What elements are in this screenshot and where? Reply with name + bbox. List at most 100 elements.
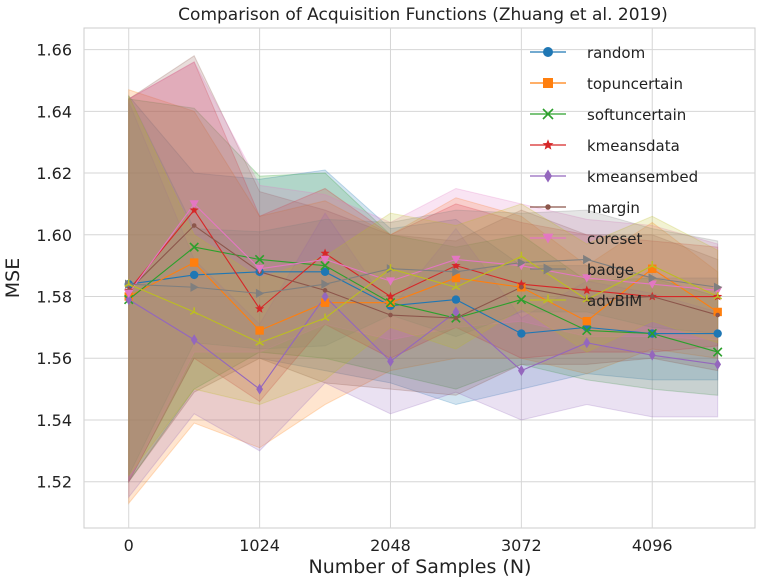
point-coreset	[451, 255, 461, 265]
point-topuncertain	[451, 273, 461, 283]
point-kmeansdata	[320, 248, 330, 258]
point-kmeansdata	[189, 205, 199, 215]
point-badge	[321, 279, 330, 289]
legend-label-coreset: coreset	[587, 230, 643, 248]
x-axis-ticks: 0 1024 2048 3072 4096	[124, 536, 673, 555]
point-margin	[388, 312, 393, 318]
point-kmeansembed	[452, 306, 460, 318]
point-advBIM	[647, 261, 657, 269]
point-random	[320, 267, 330, 277]
point-margin	[191, 223, 197, 228]
line-badge	[128, 258, 718, 294]
band-kmeansdata	[128, 61, 719, 482]
legend-marker-margin	[545, 204, 551, 210]
point-badge	[255, 288, 265, 299]
point-softuncertain	[254, 254, 265, 265]
y-tick-label: 1.58	[36, 288, 72, 307]
point-margin	[453, 315, 459, 321]
legend-label-margin: margin	[587, 199, 640, 217]
x-tick-label: 2048	[370, 536, 411, 555]
point-coreset	[124, 289, 134, 299]
band-advBIM	[128, 95, 719, 478]
point-random	[517, 329, 526, 338]
point-coreset	[647, 280, 657, 289]
line-softuncertain	[128, 246, 718, 353]
y-tick-label: 1.60	[36, 226, 72, 245]
point-kmeansdata	[582, 285, 592, 295]
point-margin	[322, 288, 328, 293]
point-kmeansembed	[583, 337, 591, 349]
line-topuncertain	[128, 261, 718, 332]
point-badge	[713, 282, 723, 292]
point-softuncertain	[385, 297, 396, 308]
point-kmeansembed	[648, 349, 656, 361]
point-badge	[452, 267, 461, 277]
y-tick-label: 1.62	[36, 164, 72, 183]
legend-marker-coreset	[542, 233, 554, 244]
point-random	[189, 270, 199, 280]
legend-label-softuncertain: softuncertain	[587, 106, 686, 124]
point-random	[713, 329, 722, 338]
point-advBIM	[451, 282, 461, 291]
band-topuncertain	[128, 89, 719, 505]
legend-marker-random	[543, 47, 553, 57]
point-random	[451, 295, 461, 304]
legend-label-badge: badge	[587, 261, 634, 279]
point-advBIM	[386, 264, 395, 272]
y-tick-label: 1.52	[36, 473, 72, 492]
y-axis-ticks: 1.52 1.54 1.56 1.58 1.60 1.62 1.64 1.66	[36, 41, 72, 492]
point-coreset	[385, 277, 396, 286]
point-kmeansdata	[255, 304, 265, 313]
point-kmeansdata	[516, 279, 526, 289]
legend-marker-topuncertain	[543, 78, 553, 88]
point-topuncertain	[713, 307, 722, 317]
point-advBIM	[255, 338, 265, 346]
point-margin	[519, 284, 524, 290]
legend-marker-badge	[543, 263, 554, 275]
x-tick-label: 3072	[501, 536, 542, 555]
point-advBIM	[516, 251, 526, 260]
point-softuncertain	[516, 294, 527, 305]
point-topuncertain	[582, 317, 592, 326]
confidence-bands	[128, 55, 719, 505]
point-badge	[190, 282, 199, 292]
point-softuncertain	[647, 328, 658, 339]
point-coreset	[189, 200, 199, 209]
legend-label-kmeansdata: kmeansdata	[587, 137, 680, 155]
x-axis-label: Number of Samples (N)	[309, 556, 532, 578]
x-tick-label: 0	[124, 536, 134, 555]
point-kmeansdata	[385, 291, 396, 301]
legend-label-advBIM: advBIM	[587, 292, 642, 310]
series-markers	[123, 200, 723, 395]
point-kmeansdata	[451, 260, 461, 270]
point-advBIM	[713, 291, 723, 300]
point-advBIM	[124, 279, 134, 288]
point-badge	[583, 254, 592, 265]
legend-marker-softuncertain	[542, 108, 554, 120]
legend-label-topuncertain: topuncertain	[587, 75, 683, 93]
point-advBIM	[189, 307, 199, 315]
point-badge	[517, 257, 526, 268]
legend: random topuncertain softuncertain kmeansdat…	[530, 44, 698, 310]
point-margin	[649, 294, 655, 299]
line-margin	[128, 224, 718, 319]
band-random	[128, 94, 719, 482]
y-tick-label: 1.66	[36, 41, 72, 60]
point-softuncertain	[712, 347, 723, 357]
point-topuncertain	[255, 326, 264, 335]
point-topuncertain	[648, 264, 657, 273]
line-kmeansdata	[128, 209, 718, 310]
point-kmeansembed	[125, 294, 133, 306]
x-tick-label: 4096	[632, 536, 673, 555]
grid-lines	[84, 28, 755, 528]
point-kmeansembed	[387, 355, 394, 367]
band-margin	[128, 55, 719, 484]
y-tick-label: 1.56	[36, 349, 72, 368]
point-softuncertain	[582, 325, 592, 336]
legend-label-kmeansembed: kmeansembed	[587, 168, 698, 186]
point-advBIM	[320, 313, 330, 322]
y-axis-label: MSE	[2, 258, 24, 298]
point-kmeansembed	[321, 291, 329, 302]
legend-marker-kmeansembed	[544, 169, 552, 183]
